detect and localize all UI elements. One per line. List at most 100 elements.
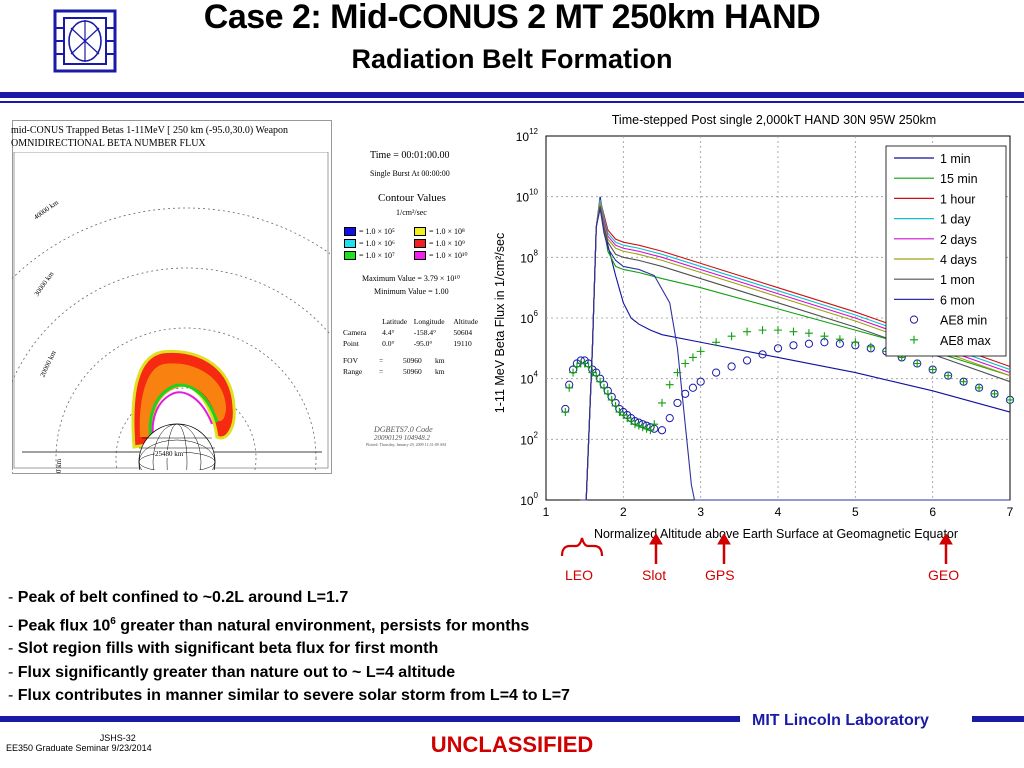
x-tick-label: 2 (620, 505, 627, 519)
max-value: Maximum Value = 3.79 × 10¹⁰ (362, 274, 461, 283)
table-cell: -95.0° (413, 339, 433, 348)
ae8-min-point (727, 362, 736, 371)
legend-label: 1 day (940, 213, 971, 227)
legend-label: 1 min (940, 152, 971, 166)
region-markers (560, 534, 953, 564)
ae8-max-point (928, 365, 937, 374)
fov-eq: = (379, 356, 384, 365)
logo (52, 8, 118, 74)
ae8-max-point (866, 342, 875, 351)
ae8-max-point (561, 408, 570, 417)
contour-info-panel: Time = 00:01:00.00 Single Burst At 00:00… (334, 150, 484, 447)
contour-legend-item: = 1.0 × 10⁵ (344, 227, 414, 236)
ae8-max-point (600, 383, 608, 392)
ae8-max-point (913, 359, 922, 368)
fov-value: 50960 (403, 356, 422, 365)
ae8-max-point (592, 371, 601, 380)
bullet-superscript: 6 (110, 615, 116, 627)
contour-legend-item: = 1.0 × 10¹⁰ (414, 251, 484, 260)
legend-label: 4 days (940, 253, 977, 267)
ring-label-0: 0 km (55, 458, 64, 474)
contour-unit: 1/cm²/sec (396, 208, 427, 217)
table-cell: 50604 (453, 328, 473, 337)
ae8-max-point (944, 371, 953, 380)
ae8-max-point (688, 353, 697, 362)
x-tick-label: 7 (1007, 505, 1014, 519)
geo-label: GEO (928, 567, 960, 583)
bullet-item: - Slot region fills with significant bet… (8, 640, 439, 658)
bullet-item: - Flux significantly greater than nature… (8, 663, 456, 681)
bullet-item: - Flux contributes in manner similar to … (8, 687, 570, 705)
ae8-min-point (673, 398, 682, 408)
ae8-max-point (774, 326, 782, 335)
contour-values-title: Contour Values (378, 192, 446, 204)
ae8-min-point (657, 426, 667, 435)
time-label: Time = 00:01:00.00 (370, 150, 450, 161)
contour-swatch (344, 239, 356, 248)
contour-swatch (344, 251, 356, 260)
ae8-max-point (630, 420, 639, 429)
ae8-max-point (990, 389, 999, 398)
range-eq: = (379, 367, 384, 376)
contour-legend-item: = 1.0 × 10⁸ (414, 227, 484, 236)
ae8-max-point (758, 326, 767, 335)
ae8-min-point (665, 414, 674, 423)
contour-swatch (414, 239, 426, 248)
ae8-max-point (596, 377, 605, 386)
ae8-max-point (696, 347, 705, 356)
ae8-min-point (789, 341, 798, 350)
org-label: MIT Lincoln Laboratory (752, 712, 929, 729)
contour-legend-label: = 1.0 × 10⁸ (429, 227, 465, 236)
ae8-min-point (773, 344, 783, 353)
leo-label: LEO (565, 567, 594, 583)
code-line-3: Plotted: Thursday, January 29, 2009 11:5… (366, 442, 446, 447)
y-tick-label: 106 (520, 309, 538, 326)
y-tick-label: 108 (520, 248, 538, 265)
leo-brace (560, 537, 604, 557)
y-tick-label: 102 (520, 430, 538, 447)
classification-label: UNCLASSIFIED (430, 732, 594, 757)
ae8-max-point (638, 423, 647, 432)
bullet-item: - Peak flux 106 greater than natural env… (8, 615, 530, 634)
ae8-min-point (688, 383, 698, 392)
contour-legend-label: = 1.0 × 10⁷ (359, 251, 395, 260)
bullet-text: Slot region fills with significant beta … (17, 640, 439, 658)
bullet-text-rest: greater than natural environment, persis… (115, 616, 530, 634)
slide-subtitle: Radiation Belt Formation (351, 44, 673, 74)
x-tick-label: 3 (697, 505, 704, 519)
header-rule-thin (0, 101, 1024, 103)
ae8-max-point (851, 338, 860, 347)
x-tick-label: 4 (775, 505, 782, 519)
legend-label: 15 min (940, 172, 978, 186)
bullet-text: Flux significantly greater than nature o… (17, 663, 456, 681)
min-value: Minimum Value = 1.00 (374, 287, 449, 296)
legend-label: 1 mon (940, 273, 975, 287)
contour-legend-item: = 1.0 × 10⁶ (344, 239, 414, 248)
ae8-max-point (743, 327, 752, 336)
ae8-max-point (959, 377, 968, 386)
y-tick-label: 1012 (516, 127, 539, 144)
contour-figure-frame (12, 120, 332, 474)
chart-title: Time-stepped Post single 2,000kT HAND 30… (612, 113, 936, 127)
x-tick-label: 1 (543, 505, 550, 519)
table-header-cell: Altitude (453, 317, 478, 326)
bullet-item: - Peak of belt confined to ~0.2L around … (8, 589, 349, 606)
range-label: Range (343, 367, 363, 376)
legend-label: 6 mon (940, 293, 975, 307)
x-tick-label: 5 (852, 505, 859, 519)
ae8-max-point (634, 421, 643, 430)
contour-legend-label: = 1.0 × 10⁵ (359, 227, 395, 236)
footer-id-line: JSHS-32 (99, 733, 136, 743)
contour-swatch (344, 227, 356, 236)
burst-label: Single Burst At 00:00:00 (370, 169, 450, 178)
code-line-2: 20090129 104948.2 (374, 434, 430, 442)
legend-label: AE8 max (940, 334, 991, 348)
y-tick-label: 1010 (516, 188, 539, 205)
contour-legend-label: = 1.0 × 10⁹ (429, 239, 465, 248)
ae8-max-point (569, 368, 578, 377)
footer-course-line: EE350 Graduate Seminar 9/23/2014 (6, 743, 152, 753)
ae8-min-point (696, 377, 705, 386)
flux-chart: Time-stepped Post single 2,000kT HAND 30… (484, 108, 1024, 560)
code-line-1: DGBETS7.0 Code (374, 425, 433, 434)
table-header-cell: Latitude (382, 317, 408, 326)
